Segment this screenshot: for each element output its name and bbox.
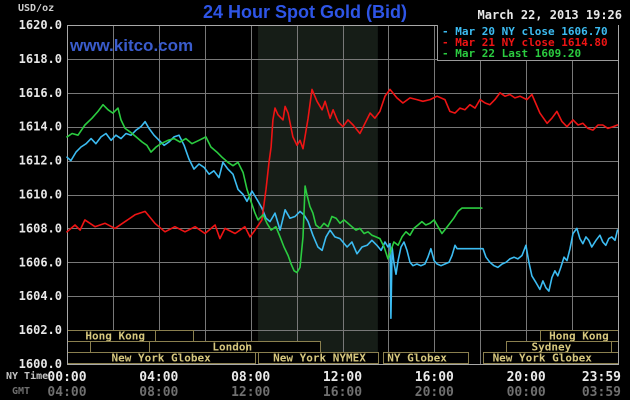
x-axis-tick-ny: 12:00 xyxy=(323,370,362,385)
x-axis-tick-ny: 16:00 xyxy=(415,370,454,385)
legend-value: 1609.20 xyxy=(534,47,582,60)
session-box xyxy=(155,330,194,342)
session-box xyxy=(383,352,469,364)
chart-title: 24 Hour Spot Gold (Bid) xyxy=(203,2,407,22)
chart-timestamp: March 22, 2013 19:26 xyxy=(477,8,623,22)
session-label: New York Globex xyxy=(111,352,211,365)
y-axis-tick-label: 1616.0 xyxy=(19,86,62,100)
ny-time-axis-label: NY Time xyxy=(6,371,49,382)
y-axis-tick-label: 1618.0 xyxy=(19,52,62,66)
legend-dash-icon: - xyxy=(442,25,449,38)
y-axis-tick-label: 1614.0 xyxy=(19,120,62,134)
session-label: Hong Kong xyxy=(85,330,145,343)
series-line-2 xyxy=(66,103,483,274)
x-axis-tick-ny: 20:00 xyxy=(507,370,546,385)
kitco-watermark-link[interactable]: www.kitco.com xyxy=(70,36,194,55)
legend-item-mar21: - Mar 21 NY close 1614.80 xyxy=(442,36,608,49)
session-label: New York Globex xyxy=(493,352,593,365)
x-axis-tick-gmt: 03:59 xyxy=(582,385,621,400)
y-axis-tick-label: 1612.0 xyxy=(19,154,62,168)
y-axis-unit-label: USD/oz xyxy=(18,3,55,14)
x-axis-tick-gmt: 20:00 xyxy=(415,385,454,400)
y-axis-tick-label: 1620.0 xyxy=(19,18,62,32)
series-line-0 xyxy=(66,120,619,320)
legend-item-mar20: - Mar 20 NY close 1606.70 xyxy=(442,25,608,38)
x-axis-tick-ny: 00:00 xyxy=(47,370,86,385)
session-label: Sydney xyxy=(532,341,572,354)
y-axis-tick-label: 1602.0 xyxy=(19,323,62,337)
y-axis-tick-label: 1610.0 xyxy=(19,188,62,202)
legend-box: - Mar 20 NY close 1606.70 - Mar 21 NY cl… xyxy=(437,25,618,61)
series-line-1 xyxy=(66,88,619,240)
legend-value: 1606.70 xyxy=(561,25,608,38)
session-box xyxy=(258,352,379,364)
session-label: Hong Kong xyxy=(549,330,609,343)
plot-frame xyxy=(67,25,619,365)
x-axis-tick-gmt: 16:00 xyxy=(323,385,362,400)
x-axis-tick-gmt: 00:00 xyxy=(507,385,546,400)
y-axis-tick-label: 1604.0 xyxy=(19,289,62,303)
session-label: New York NYMEX xyxy=(273,352,366,365)
legend-value: 1614.80 xyxy=(561,36,608,49)
y-axis-tick-label: 1600.0 xyxy=(19,357,62,371)
x-axis-tick-gmt: 08:00 xyxy=(139,385,178,400)
session-label: NY Globex xyxy=(387,352,447,365)
x-axis-tick-gmt: 04:00 xyxy=(47,385,86,400)
legend-dash-icon: - xyxy=(442,47,449,60)
session-label: London xyxy=(212,341,252,354)
legend-item-mar22: - Mar 22 Last 1609.20 xyxy=(442,47,582,60)
nymex-session-band xyxy=(258,25,378,364)
gmt-axis-label: GMT xyxy=(12,386,31,397)
legend-dash-icon: - xyxy=(442,36,449,49)
x-axis-tick-ny: 08:00 xyxy=(231,370,270,385)
x-axis-tick-ny: 23:59 xyxy=(582,370,621,385)
x-axis-tick-gmt: 12:00 xyxy=(231,385,270,400)
x-axis-tick-ny: 04:00 xyxy=(139,370,178,385)
y-axis-tick-label: 1606.0 xyxy=(19,255,62,269)
session-box xyxy=(67,341,91,353)
y-axis-tick-label: 1608.0 xyxy=(19,221,62,235)
